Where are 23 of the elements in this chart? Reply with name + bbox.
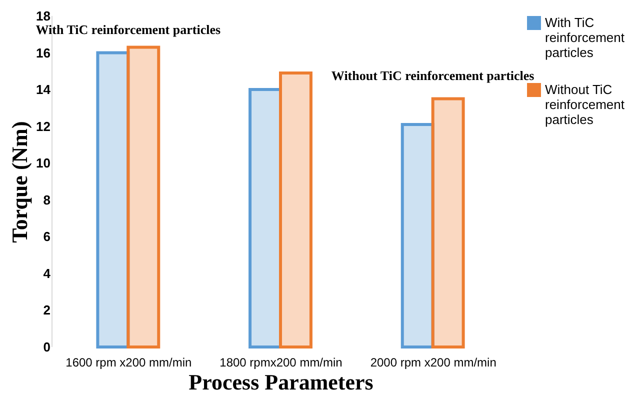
y-tick-label: 6 [43, 229, 50, 244]
y-tick-label: 10 [36, 156, 50, 171]
y-tick-label: 0 [43, 340, 50, 354]
bar [126, 46, 160, 348]
y-tick-label: 12 [36, 118, 50, 134]
y-tick-label: 8 [43, 192, 50, 208]
x-tick-label: 2000 rpm x200 mm/min [370, 356, 496, 370]
y-tick-label: 14 [36, 82, 52, 98]
legend-label: Without TiC reinforcement particles [545, 82, 625, 127]
y-axis-title: Torque (Nm) [7, 121, 32, 243]
y-tick-label: 4 [43, 266, 52, 281]
x-tick-label: 1800 rpmx200 mm/min [220, 356, 342, 370]
y-tick-label: 18 [36, 8, 50, 24]
annotation: With TiC reinforcement particles [36, 22, 221, 37]
y-tick-label: 16 [36, 45, 50, 60]
annotation: Without TiC reinforcement particles [331, 68, 534, 83]
bar [400, 122, 434, 348]
x-tick-label: 1600 rpm x200 mm/min [66, 356, 192, 370]
bar [279, 72, 312, 348]
bar [431, 97, 465, 348]
y-tick-label: 2 [43, 302, 50, 318]
x-axis-title: Process Parameters [188, 370, 374, 394]
legend-label: With TiC reinforcement particles [545, 15, 625, 60]
